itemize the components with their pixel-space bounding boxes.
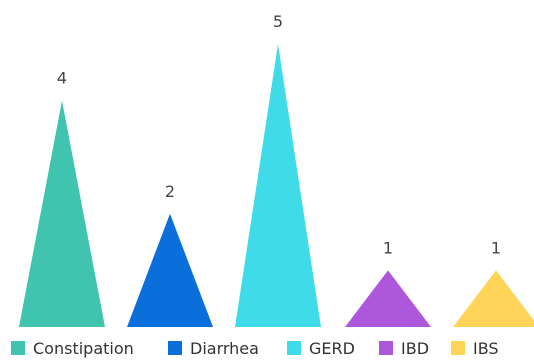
legend-swatch-constipation — [11, 341, 25, 355]
bar-constipation — [19, 100, 105, 327]
data-label-ibd: 1 — [383, 238, 393, 257]
data-label-gerd: 5 — [273, 12, 283, 31]
legend-label-diarrhea: Diarrhea — [190, 339, 259, 358]
legend-label-constipation: Constipation — [33, 339, 134, 358]
bar-ibs — [453, 270, 534, 327]
legend-label-ibs: IBS — [473, 339, 499, 358]
legend-swatch-ibd — [379, 341, 393, 355]
chart-legend: Constipation Diarrhea GERD IBD IBS — [11, 339, 499, 358]
bar-ibd — [345, 270, 431, 327]
legend-swatch-diarrhea — [168, 341, 182, 355]
data-label-constipation: 4 — [57, 69, 67, 88]
legend-swatch-gerd — [287, 341, 301, 355]
bar-diarrhea — [127, 213, 213, 327]
chart-data-labels: 4 2 5 1 1 — [57, 12, 501, 257]
data-label-ibs: 1 — [491, 238, 501, 257]
legend-label-gerd: GERD — [309, 339, 355, 358]
bar-gerd — [235, 44, 321, 327]
data-label-diarrhea: 2 — [165, 182, 175, 201]
chart-marks — [19, 44, 534, 327]
legend-swatch-ibs — [451, 341, 465, 355]
legend-label-ibd: IBD — [401, 339, 429, 358]
